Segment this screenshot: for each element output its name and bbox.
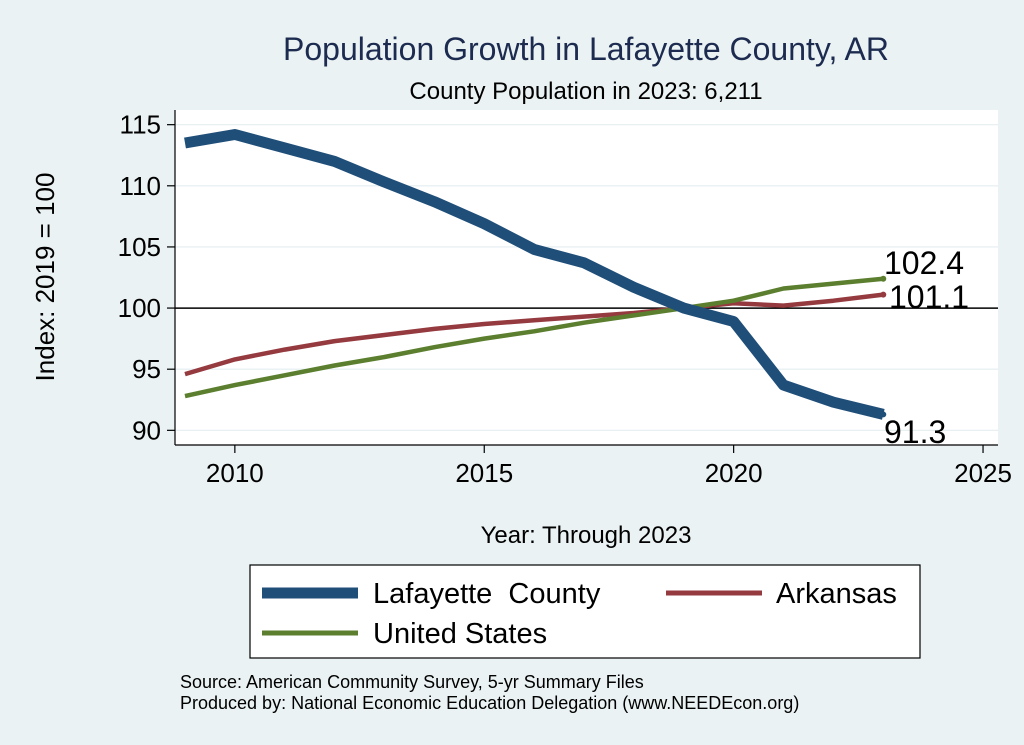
x-tick-label: 2020 bbox=[705, 458, 763, 488]
x-tick-label: 2010 bbox=[206, 458, 264, 488]
y-tick-label: 95 bbox=[132, 354, 161, 384]
series-end-point bbox=[880, 291, 887, 298]
legend: Lafayette County Arkansas United States bbox=[262, 578, 897, 650]
series-line-lafayette-county bbox=[184, 129, 885, 420]
legend-box bbox=[249, 564, 921, 659]
legend-label: Arkansas bbox=[776, 578, 897, 610]
x-tick-label: 2025 bbox=[954, 458, 1012, 488]
y-axis-title: Index: 2019 = 100 bbox=[30, 173, 60, 382]
y-axis: 115 110 105 100 95 90 bbox=[118, 110, 176, 445]
chart-title: Population Growth in Lafayette County, A… bbox=[283, 31, 889, 67]
end-label: 102.4 bbox=[884, 245, 964, 281]
y-tick-label: 90 bbox=[132, 415, 161, 445]
series-layer bbox=[184, 129, 887, 420]
plot-area bbox=[175, 110, 998, 445]
legend-label: United States bbox=[373, 618, 547, 650]
legend-label: Lafayette County bbox=[373, 578, 601, 610]
x-axis: 2010 2015 2020 2025 bbox=[175, 444, 1012, 488]
x-tick-label: 2015 bbox=[455, 458, 513, 488]
end-label: 101.1 bbox=[889, 279, 969, 315]
chart-subtitle: County Population in 2023: 6,211 bbox=[409, 78, 762, 105]
series-line-arkansas bbox=[184, 292, 884, 377]
produced-by-note: Produced by: National Economic Education… bbox=[180, 693, 800, 713]
y-tick-label: 105 bbox=[118, 232, 161, 262]
x-axis-title: Year: Through 2023 bbox=[481, 522, 692, 549]
y-tick-label: 100 bbox=[118, 293, 161, 323]
y-tick-label: 110 bbox=[120, 171, 161, 201]
series-line-united-states bbox=[184, 276, 884, 399]
source-note: Source: American Community Survey, 5-yr … bbox=[180, 672, 644, 692]
series-end-point bbox=[880, 275, 887, 282]
y-tick-label: 115 bbox=[120, 110, 161, 140]
series-end-point bbox=[880, 411, 887, 418]
end-label: 91.3 bbox=[884, 414, 946, 450]
